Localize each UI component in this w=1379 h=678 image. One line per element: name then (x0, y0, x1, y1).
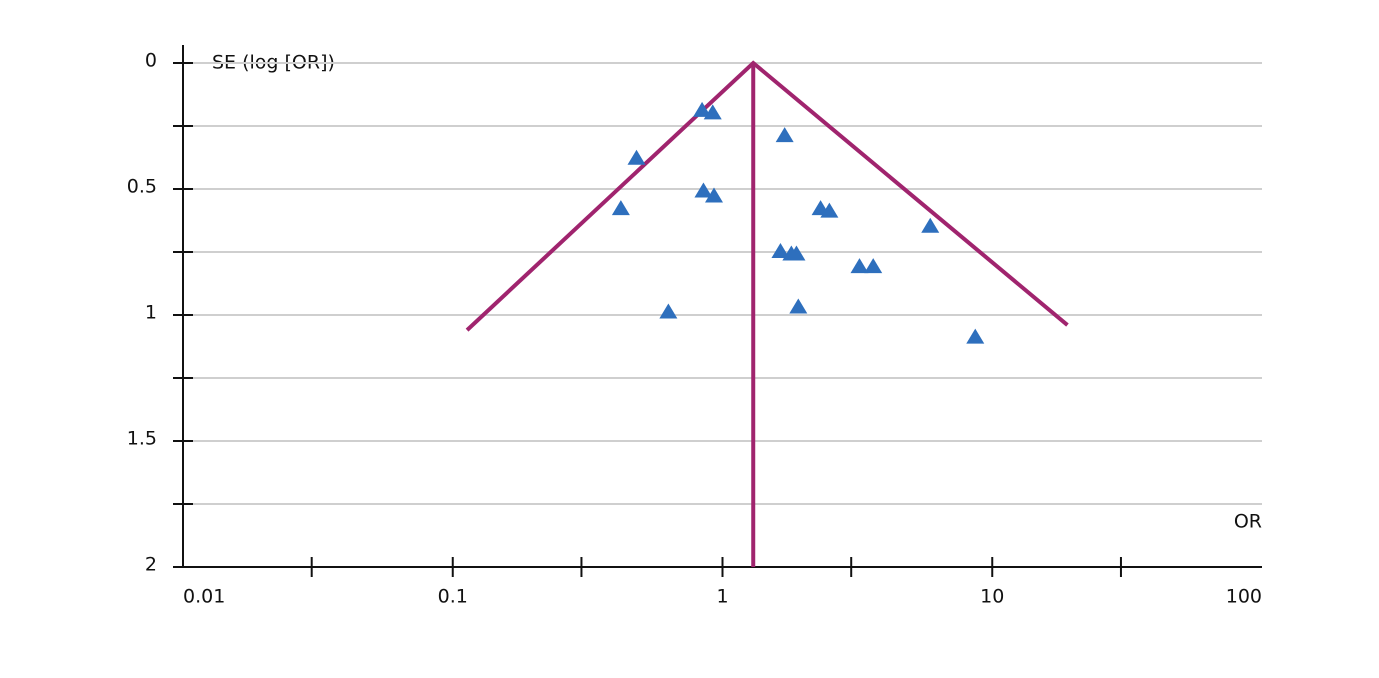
study-point (775, 127, 794, 143)
study-point (703, 104, 722, 120)
y-tick-label: 2 (145, 554, 157, 576)
x-tick-label: 0.01 (183, 586, 225, 608)
study-point (693, 101, 712, 117)
x-axis-label: OR (1234, 511, 1262, 533)
study-point (611, 200, 630, 216)
study-point (789, 298, 808, 314)
study-point (966, 328, 985, 344)
x-tick-label: 100 (1226, 586, 1262, 608)
study-point (704, 187, 723, 203)
y-tick-label: 0 (145, 50, 157, 72)
study-point (864, 258, 883, 274)
y-tick-label: 1.5 (127, 428, 157, 450)
study-point (787, 245, 806, 261)
study-point (850, 258, 869, 274)
y-tick-label: 0.5 (127, 176, 157, 198)
x-tick-label: 0.1 (438, 586, 468, 608)
study-point (694, 182, 713, 198)
funnel-line (465, 60, 1069, 332)
study-point (921, 217, 940, 233)
study-point (659, 303, 678, 319)
study-point (820, 202, 839, 218)
y-tick-label: 1 (145, 302, 157, 324)
study-point (771, 243, 790, 258)
study-point (627, 149, 646, 165)
x-tick-label: 1 (716, 586, 728, 608)
x-tick-label: 10 (980, 586, 1004, 608)
